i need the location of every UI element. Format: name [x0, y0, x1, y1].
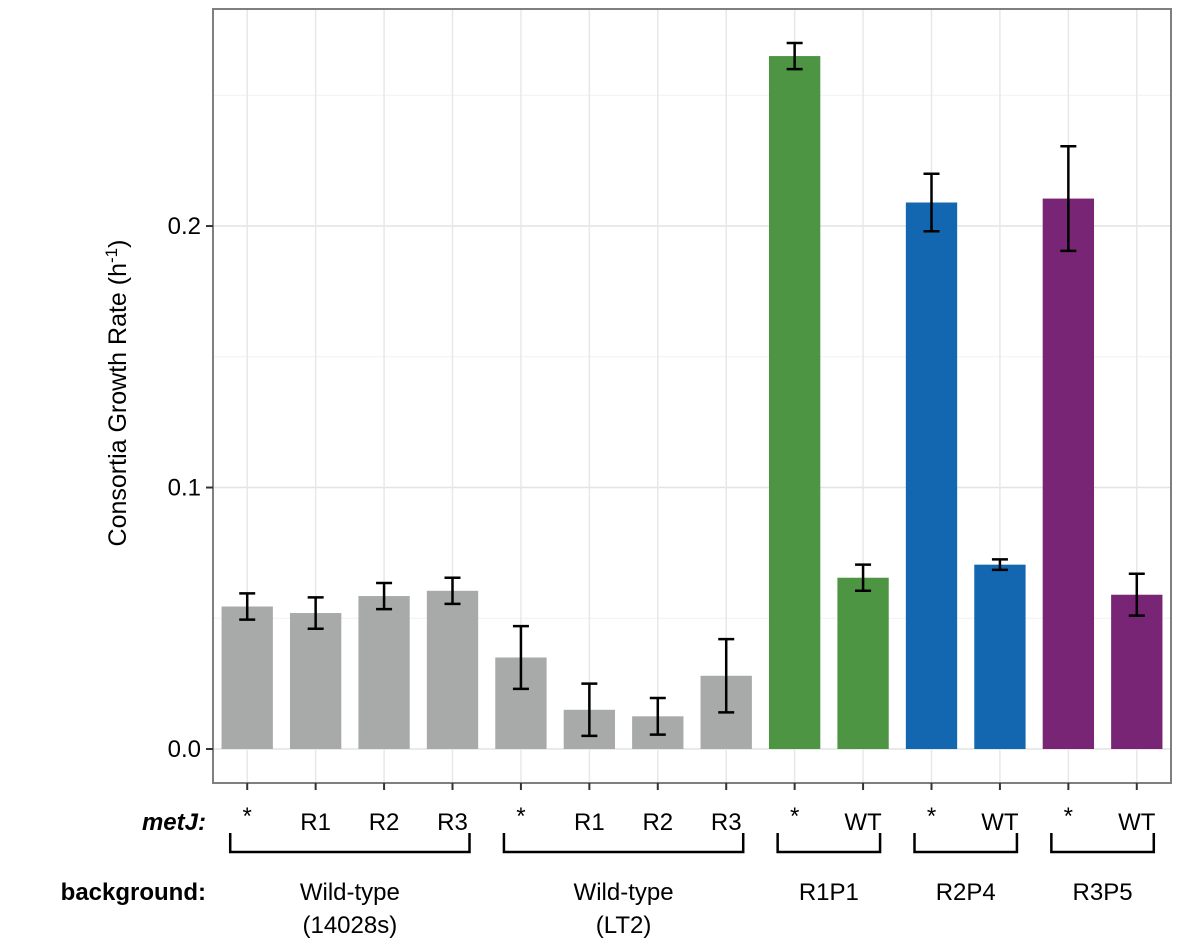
group-label: (14028s)	[302, 912, 397, 939]
error-bar	[923, 172, 940, 233]
error-bar	[239, 592, 256, 621]
metj-label: WT	[981, 809, 1019, 836]
metj-label: R1	[574, 809, 605, 836]
group-label: R3P5	[1073, 879, 1133, 906]
group-label: (LT2)	[596, 912, 652, 939]
bar-layer	[221, 56, 1163, 750]
metj-label: *	[1064, 803, 1073, 830]
group-bracket	[228, 833, 471, 854]
bar	[289, 613, 342, 750]
error-bar	[1128, 572, 1145, 617]
y-tick-label: 0.2	[168, 213, 201, 240]
bar	[974, 564, 1026, 750]
error-bar	[718, 637, 735, 714]
bar	[358, 596, 410, 750]
error-bar	[376, 581, 393, 611]
bar	[1042, 198, 1095, 750]
error-bar	[444, 576, 461, 606]
metj-label: *	[927, 803, 936, 830]
metj-label: R3	[437, 809, 468, 836]
metj-label: R2	[369, 809, 400, 836]
bar	[1111, 594, 1163, 750]
metj-label: R2	[642, 809, 673, 836]
error-bar	[1060, 145, 1077, 253]
error-bar	[786, 41, 803, 71]
group-label: Wild-type	[300, 879, 400, 906]
error-bar	[307, 596, 324, 630]
metj-label: *	[243, 803, 252, 830]
bar	[905, 202, 958, 750]
background-groups: Wild-type (14028s) Wild-type (LT2) R1P1 R2P4 R…	[228, 833, 1156, 939]
bar	[426, 590, 479, 750]
metj-label: WT	[1118, 809, 1156, 836]
background-row-label: background:	[61, 879, 206, 906]
group-bracket	[913, 833, 1019, 854]
grid-layer	[213, 9, 1171, 783]
group-label: Wild-type	[574, 879, 674, 906]
metj-label: R1	[300, 809, 331, 836]
group-label: R1P1	[799, 879, 859, 906]
group-bracket	[1050, 833, 1156, 854]
group-bracket	[776, 833, 882, 854]
error-bar	[991, 558, 1008, 572]
error-bar	[649, 696, 666, 736]
plot-panel-border	[212, 8, 1172, 784]
group-label: R2P4	[936, 879, 996, 906]
y-tick-label: 0.0	[168, 736, 201, 763]
y-axis-label: Consortia Growth Rate (h-1)	[102, 240, 132, 547]
metj-label: *	[516, 803, 525, 830]
error-bar-layer	[239, 41, 1145, 738]
bar	[837, 577, 889, 750]
metj-label: R3	[711, 809, 742, 836]
y-tick-label: 0.1	[168, 475, 201, 502]
bar	[768, 56, 821, 750]
bar	[221, 606, 273, 750]
group-bracket	[502, 833, 745, 854]
error-bar	[512, 624, 529, 691]
metj-row-label: metJ:	[142, 809, 206, 836]
error-bar	[581, 682, 598, 738]
y-axis: 0.0 0.1 0.2	[168, 213, 213, 763]
x-axis: * R1 R2 R3 * R1 R2 R3 * WT * WT * WT	[243, 783, 1156, 836]
metj-label: WT	[844, 809, 882, 836]
metj-label: *	[790, 803, 799, 830]
error-bar	[855, 563, 872, 593]
